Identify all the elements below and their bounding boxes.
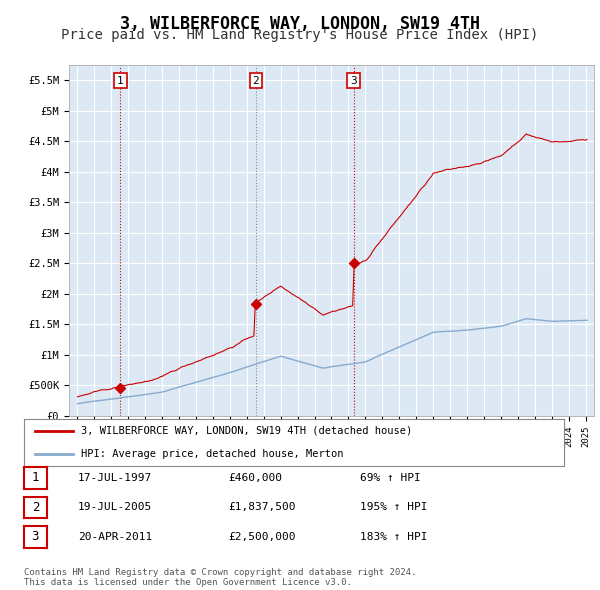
Text: £2,500,000: £2,500,000 [228,532,296,542]
Text: £460,000: £460,000 [228,473,282,483]
Text: 3: 3 [32,530,39,543]
Text: 1: 1 [32,471,39,484]
Text: £1,837,500: £1,837,500 [228,503,296,512]
Text: 195% ↑ HPI: 195% ↑ HPI [360,503,427,512]
Text: 17-JUL-1997: 17-JUL-1997 [78,473,152,483]
Text: 2: 2 [32,501,39,514]
Text: Contains HM Land Registry data © Crown copyright and database right 2024.
This d: Contains HM Land Registry data © Crown c… [24,568,416,587]
Text: 20-APR-2011: 20-APR-2011 [78,532,152,542]
Text: Price paid vs. HM Land Registry's House Price Index (HPI): Price paid vs. HM Land Registry's House … [61,28,539,42]
Text: HPI: Average price, detached house, Merton: HPI: Average price, detached house, Mert… [80,450,343,459]
Text: 1: 1 [117,76,124,86]
Text: 3: 3 [350,76,357,86]
Text: 69% ↑ HPI: 69% ↑ HPI [360,473,421,483]
Text: 2: 2 [253,76,259,86]
Text: 183% ↑ HPI: 183% ↑ HPI [360,532,427,542]
Text: 3, WILBERFORCE WAY, LONDON, SW19 4TH: 3, WILBERFORCE WAY, LONDON, SW19 4TH [120,15,480,33]
Text: 19-JUL-2005: 19-JUL-2005 [78,503,152,512]
Text: 3, WILBERFORCE WAY, LONDON, SW19 4TH (detached house): 3, WILBERFORCE WAY, LONDON, SW19 4TH (de… [80,426,412,435]
